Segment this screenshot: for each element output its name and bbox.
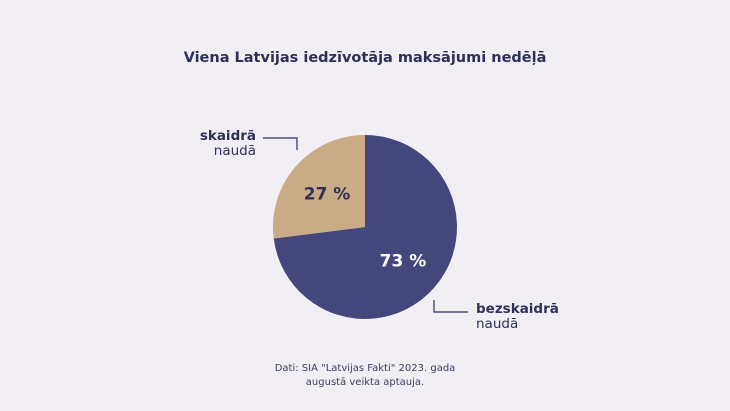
source-note: Dati: SIA "Latvijas Fakti" 2023. gada au… xyxy=(215,362,515,390)
chart-title: Viena Latvijas iedzīvotāja maksājumi ned… xyxy=(183,50,547,66)
category-label-cashless-bold: bezskaidrā xyxy=(476,301,559,317)
source-line-1: Dati: SIA "Latvijas Fakti" 2023. gada xyxy=(274,363,456,374)
source-line-2: augustā veikta aptauja. xyxy=(305,377,425,388)
leader-line-cashless xyxy=(433,300,468,313)
pie-slice-cashless xyxy=(273,135,458,319)
pie-slice-cash xyxy=(272,135,365,239)
category-label-cashless: naudā xyxy=(476,316,518,332)
category-label-cash-bold: skaidrā xyxy=(200,128,256,144)
value-label-cashless: 73 % xyxy=(380,251,427,271)
value-label-cash: 27 % xyxy=(304,185,351,205)
category-label-cash: naudā xyxy=(214,143,256,159)
leader-line-cash xyxy=(263,137,298,150)
